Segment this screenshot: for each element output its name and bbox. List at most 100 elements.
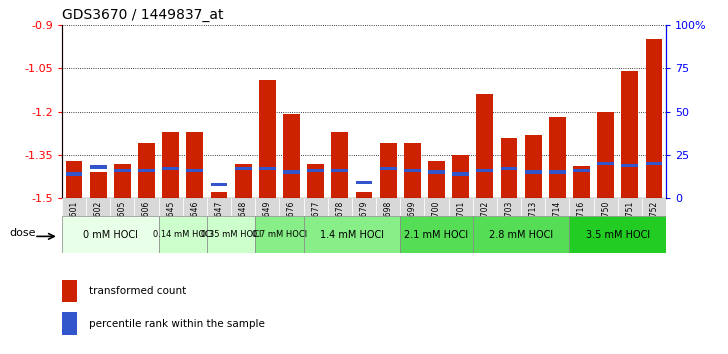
Bar [549,117,566,198]
Bar [135,198,159,216]
Bar [86,198,110,216]
Bar [283,171,300,174]
Bar [569,216,666,253]
Bar [376,198,400,216]
Bar [400,198,424,216]
Bar [404,143,421,198]
Bar [424,198,448,216]
Bar [259,80,276,198]
Bar [280,198,304,216]
Bar [234,164,252,198]
Text: GSM387702: GSM387702 [480,201,489,247]
Bar [380,143,397,198]
Bar [452,172,469,176]
Text: 2.8 mM HOCl: 2.8 mM HOCl [489,229,553,240]
Bar [476,169,494,172]
Bar [138,169,155,172]
Bar [472,198,497,216]
Text: 3.5 mM HOCl: 3.5 mM HOCl [586,229,650,240]
Bar [138,143,155,198]
Bar [114,169,131,172]
Bar [472,216,569,253]
Bar [231,198,256,216]
Bar [569,198,593,216]
Text: GSM387677: GSM387677 [311,201,320,247]
Text: percentile rank within the sample: percentile rank within the sample [89,319,265,329]
Text: GSM387601: GSM387601 [69,201,79,247]
Bar [183,198,207,216]
Text: GSM387752: GSM387752 [649,201,659,247]
Bar [448,198,472,216]
Bar [545,198,569,216]
Bar [207,198,231,216]
Text: GSM387679: GSM387679 [360,201,368,247]
Bar [452,155,469,198]
Bar [428,171,445,174]
Bar [525,171,542,174]
Bar [331,169,348,172]
Text: 1.4 mM HOCl: 1.4 mM HOCl [320,229,384,240]
Bar [593,198,618,216]
Bar [162,132,179,198]
Bar [210,183,227,186]
Text: GSM387699: GSM387699 [408,201,417,247]
Text: 0.7 mM HOCl: 0.7 mM HOCl [252,230,307,239]
Bar [622,71,638,198]
Bar [622,164,638,167]
Bar [283,114,300,198]
Text: GSM387713: GSM387713 [529,201,538,247]
Bar [62,216,159,253]
Bar [476,94,494,198]
Text: GSM387701: GSM387701 [456,201,465,247]
Bar [549,171,566,174]
Bar [501,167,518,171]
Bar [114,164,131,198]
Bar [304,216,400,253]
Bar [400,216,472,253]
Bar [256,216,304,253]
Bar [352,198,376,216]
Bar [642,198,666,216]
Bar [428,161,445,198]
Text: GSM387703: GSM387703 [505,201,513,247]
Text: GSM387605: GSM387605 [118,201,127,247]
Text: GSM387648: GSM387648 [239,201,248,247]
Text: GSM387700: GSM387700 [432,201,441,247]
Bar [307,164,324,198]
Bar [159,216,207,253]
Text: dose: dose [9,228,36,238]
Text: 2.1 mM HOCl: 2.1 mM HOCl [405,229,469,240]
Bar [162,167,179,171]
Bar [380,167,397,171]
Bar [597,112,614,198]
Bar [186,169,203,172]
Text: transformed count: transformed count [89,286,186,296]
Bar [110,198,135,216]
Bar [159,198,183,216]
Bar [331,132,348,198]
Bar [62,280,77,302]
Bar [90,172,106,198]
Text: 0 mM HOCl: 0 mM HOCl [83,229,138,240]
Bar [90,165,106,169]
Text: GSM387606: GSM387606 [142,201,151,247]
Bar [525,135,542,198]
Bar [355,193,373,198]
Text: 0.14 mM HOCl: 0.14 mM HOCl [153,230,213,239]
Bar [521,198,545,216]
Bar [597,162,614,165]
Text: GSM387698: GSM387698 [384,201,392,247]
Text: 0.35 mM HOCl: 0.35 mM HOCl [201,230,261,239]
Bar [304,198,328,216]
Text: GDS3670 / 1449837_at: GDS3670 / 1449837_at [62,8,223,22]
Bar [186,132,203,198]
Bar [646,162,662,165]
Text: GSM387716: GSM387716 [577,201,586,247]
Text: GSM387645: GSM387645 [166,201,175,247]
Bar [646,39,662,198]
Bar [234,167,252,171]
Bar [618,198,642,216]
Bar [66,172,82,176]
Bar [256,198,280,216]
Bar [210,193,227,198]
